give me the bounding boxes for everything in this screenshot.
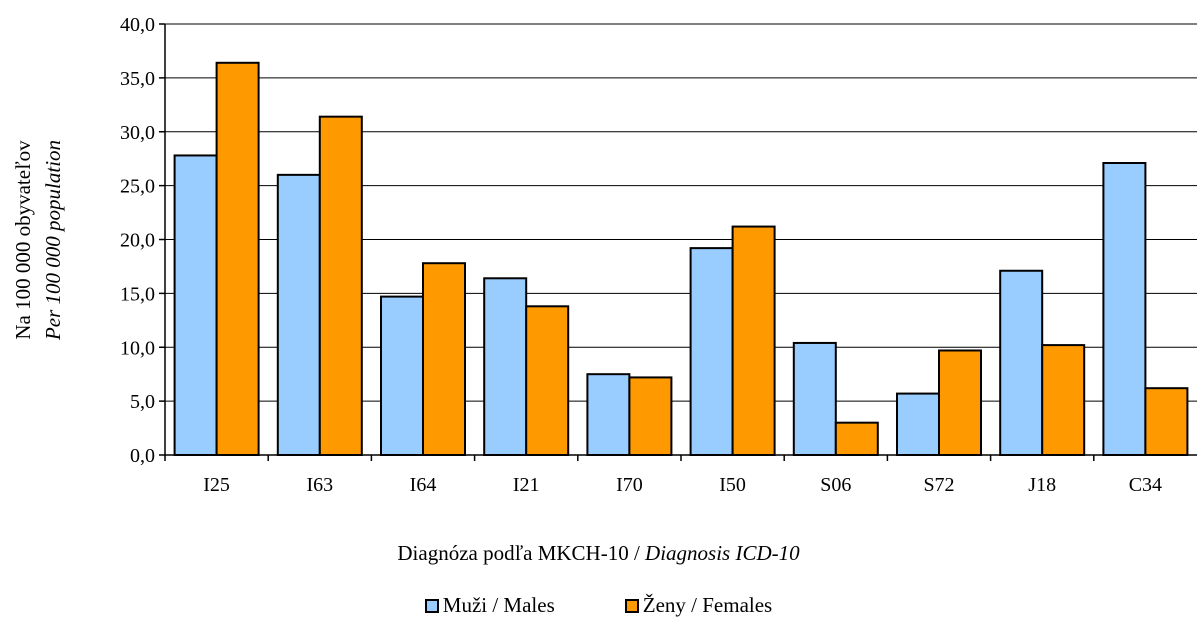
x-axis-title: Diagnóza podľa MKCH-10 / Diagnosis ICD-1… (0, 541, 1197, 566)
bar-males-S72 (896, 392, 940, 456)
bar-females-J18 (1041, 344, 1086, 456)
bar-females-I64 (422, 262, 466, 456)
x-tick-label-I50: I50 (719, 474, 746, 496)
x-tick-label-I63: I63 (306, 474, 333, 496)
x-tick-label-I70: I70 (616, 474, 643, 496)
bar-males-I64 (380, 295, 424, 457)
legend-label-males: Muži / Males (442, 593, 555, 617)
legend: Muži / Males Ženy / Females (0, 593, 1197, 618)
x-axis-title-plain: Diagnóza podľa MKCH-10 / (397, 541, 646, 565)
y-tick-label: 40,0 (120, 14, 155, 36)
bar-females-S06 (834, 421, 879, 456)
y-tick-label: 10,0 (120, 337, 155, 359)
x-tick-label-J18: J18 (1028, 474, 1056, 496)
bar-males-I50 (689, 247, 734, 456)
y-tick-label: 0,0 (130, 445, 155, 467)
x-axis-title-italic: Diagnosis ICD-10 (645, 541, 800, 565)
y-tick-label: 25,0 (120, 176, 155, 198)
bar-males-I21 (483, 277, 528, 457)
bar-males-S06 (792, 341, 837, 456)
legend-swatch-females (624, 598, 639, 613)
bar-males-C34 (1102, 161, 1147, 456)
bar-females-I50 (731, 225, 776, 456)
x-tick-label-S06: S06 (820, 474, 851, 496)
bar-females-I25 (215, 61, 260, 456)
legend-item-males: Muži / Males (424, 593, 555, 618)
bar-females-S72 (938, 349, 982, 457)
bar-males-J18 (999, 269, 1044, 456)
x-axis-ticks: I25 I63 I64 I21 I70 I50 S06 S72 J18 C34 (164, 455, 1162, 496)
y-axis-title-line1: Na 100 000 obyvateľov (11, 140, 35, 340)
bar-males-I25 (173, 154, 218, 457)
bar-males-I63 (276, 173, 321, 456)
y-tick-label: 15,0 (120, 283, 155, 305)
y-axis-title: Na 100 000 obyvateľov Per 100 000 popula… (11, 140, 65, 341)
legend-item-females: Ženy / Females (624, 593, 773, 618)
y-tick-label: 5,0 (130, 391, 155, 413)
x-tick-label-I21: I21 (513, 474, 540, 496)
y-tick-label: 30,0 (120, 122, 155, 144)
bar-females-I21 (525, 305, 570, 456)
legend-swatch-males (424, 598, 439, 613)
x-tick-label-I25: I25 (203, 474, 230, 496)
x-tick-label-I64: I64 (410, 474, 437, 496)
y-axis-title-line2: Per 100 000 population (41, 140, 65, 341)
bar-females-C34 (1144, 387, 1189, 457)
bar-females-I70 (628, 376, 673, 457)
x-tick-label-C34: C34 (1129, 474, 1162, 496)
legend-label-females: Ženy / Females (642, 593, 773, 617)
bar-females-I63 (318, 115, 363, 456)
bar-males-I70 (586, 373, 631, 456)
y-tick-label: 35,0 (120, 68, 155, 90)
x-tick-label-S72: S72 (923, 474, 954, 496)
bars (173, 61, 1189, 457)
y-axis-ticks: 0,0 5,0 10,0 15,0 20,0 25,0 30,0 35,0 40,0 (120, 14, 165, 467)
y-tick-label: 20,0 (120, 230, 155, 252)
